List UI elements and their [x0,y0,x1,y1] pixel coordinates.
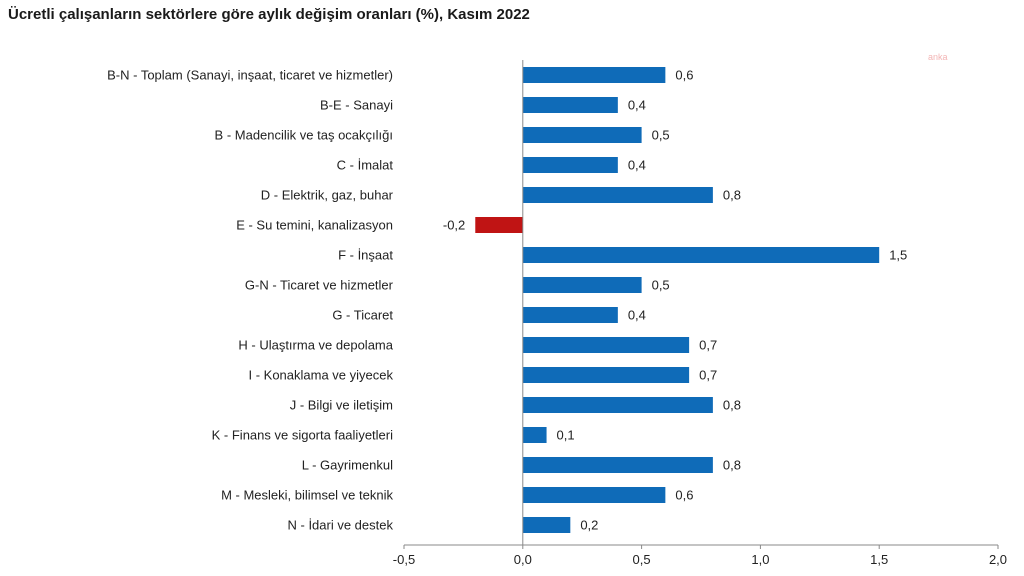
value-label: 0,5 [652,128,670,143]
bar [522,67,666,83]
category-label: B - Madencilik ve taş ocakçılığı [215,128,393,143]
bar [522,517,571,533]
value-label: 0,7 [699,368,717,383]
bar [522,277,642,293]
bar [522,397,713,413]
x-tick-label: 2,0 [989,552,1007,567]
category-label: N - İdari ve destek [288,518,394,533]
bar [522,247,880,263]
category-label: J - Bilgi ve iletişim [290,398,393,413]
value-label: -0,2 [443,218,465,233]
category-label: E - Su temini, kanalizasyon [236,218,393,233]
bar [522,307,618,323]
bar [522,367,690,383]
x-tick-label: -0,5 [393,552,415,567]
value-label: 0,8 [723,458,741,473]
bar [522,427,547,443]
category-label: I - Konaklama ve yiyecek [248,368,393,383]
value-labels: 0,6 0,4 0,5 0,4 0,8 -0,2 1,5 0,5 0,4 0,7 0,7 0,8 0,1… [443,68,907,533]
x-tick-label: 0,0 [514,552,532,567]
value-label: 0,6 [675,488,693,503]
chart-title: Ücretli çalışanların sektörlere göre ayl… [8,6,530,23]
category-label: F - İnşaat [338,248,393,263]
value-label: 0,6 [675,68,693,83]
category-label: M - Mesleki, bilimsel ve teknik [221,488,393,503]
value-label: 0,2 [580,518,598,533]
category-label: D - Elektrik, gaz, buhar [261,188,394,203]
bar [475,217,523,233]
bar [522,457,713,473]
x-tick-label: 0,5 [633,552,651,567]
category-label: K - Finans ve sigorta faaliyetleri [212,428,393,443]
category-label: G - Ticaret [332,308,393,323]
value-label: 0,5 [652,278,670,293]
category-label: H - Ulaştırma ve depolama [238,338,393,353]
bar [522,337,690,353]
category-label: B-N - Toplam (Sanayi, inşaat, ticaret ve… [107,68,393,83]
category-label: L - Gayrimenkul [302,458,393,473]
watermark: anka [928,52,948,62]
value-label: 0,7 [699,338,717,353]
bars [475,67,880,533]
bar [522,97,618,113]
category-labels: B-N - Toplam (Sanayi, inşaat, ticaret ve… [107,68,394,533]
value-label: 0,8 [723,398,741,413]
category-label: B-E - Sanayi [320,98,393,113]
x-tick-label: 1,0 [751,552,769,567]
bar [522,127,642,143]
bar [522,487,666,503]
value-label: 0,4 [628,98,646,113]
value-label: 1,5 [889,248,907,263]
value-label: 0,4 [628,158,646,173]
value-label: 0,8 [723,188,741,203]
bar [522,157,618,173]
x-tick-label: 1,5 [870,552,888,567]
value-label: 0,4 [628,308,646,323]
bar [522,187,713,203]
value-label: 0,1 [557,428,575,443]
category-label: G-N - Ticaret ve hizmetler [245,278,394,293]
x-axis: -0,5 0,0 0,5 1,0 1,5 2,0 [393,60,1007,567]
category-label: C - İmalat [337,158,394,173]
